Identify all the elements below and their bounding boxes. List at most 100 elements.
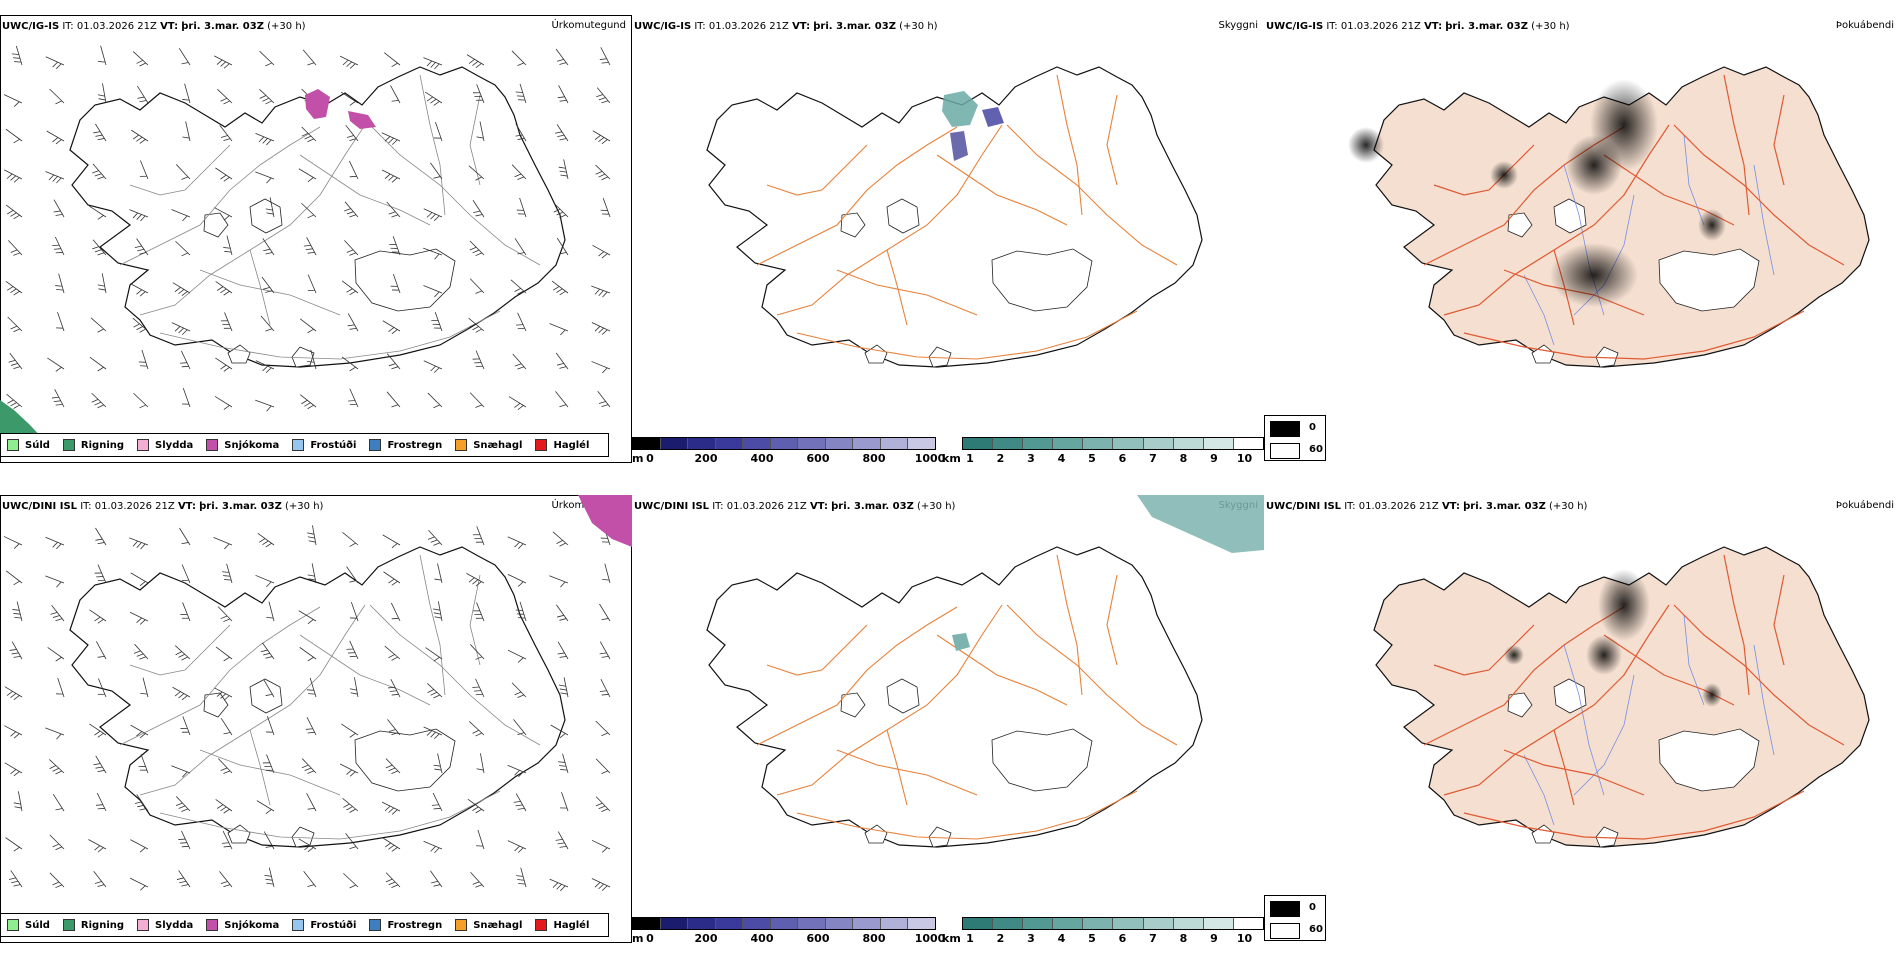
wind-barb-flag	[266, 543, 272, 547]
colorbar-segment	[826, 438, 854, 449]
wind-barb-shaft	[383, 535, 400, 545]
wind-barb-flag	[12, 54, 19, 55]
wind-barb-shaft	[549, 576, 568, 583]
wind-barb-flag	[10, 769, 16, 773]
colorbar-segment	[1144, 918, 1174, 929]
legend-swatch	[535, 919, 547, 931]
wind-barb-flag	[98, 808, 105, 809]
wind-barb-flag	[307, 885, 314, 887]
fog-map	[1264, 495, 1900, 965]
wind-barb-flag	[599, 98, 606, 100]
wind-barb-flag	[50, 612, 57, 614]
visibility-tick-label: 10	[1237, 452, 1252, 465]
visibility-tick-label: 7	[1149, 452, 1157, 465]
wind-barb-flag	[13, 885, 20, 887]
visibility-tick-label: 5	[1088, 452, 1096, 465]
wind-barb-flag	[137, 805, 144, 807]
iceland-map	[707, 547, 1202, 847]
wind-barb-flag	[9, 360, 16, 362]
wind-barb-flag	[559, 367, 566, 369]
wind-barb-flag	[220, 365, 226, 369]
wind-barb-flag	[308, 575, 315, 576]
wind-barb-flag	[308, 694, 315, 695]
wind-barb-flag	[52, 245, 59, 246]
wind-barb-flag	[385, 843, 391, 847]
wind-barb-flag	[54, 249, 61, 250]
wind-barb-flag	[55, 847, 61, 850]
wind-barb-flag	[52, 397, 59, 398]
wind-barb-flag	[560, 582, 565, 587]
wind-barb-flag	[559, 167, 566, 168]
height-colorbar	[632, 437, 936, 450]
legend-item: Rigning	[63, 919, 124, 931]
wind-barb-shaft	[6, 838, 22, 849]
fog-legend-label: 0	[1309, 422, 1316, 433]
wind-barb-flag	[596, 803, 602, 806]
colorbar-segment	[1204, 438, 1234, 449]
legend-label: Slydda	[155, 440, 193, 451]
wind-barb-flag	[12, 609, 19, 610]
wind-barb-flag	[140, 581, 145, 585]
legend-swatch	[137, 439, 149, 451]
fog-shading	[1702, 683, 1722, 707]
wind-barb-shaft	[508, 841, 526, 849]
legend-item: Frostregn	[369, 439, 442, 451]
wind-barb-flag	[599, 401, 606, 403]
wind-barb-flag	[553, 286, 559, 290]
wind-barb-shaft	[428, 530, 442, 545]
wind-barb-flag	[14, 102, 19, 107]
height-unit: m	[632, 452, 643, 465]
wind-barb-flag	[55, 619, 62, 621]
legend-label: Frostregn	[387, 920, 442, 931]
legend-label: Snjókoma	[224, 920, 279, 931]
colorbar-segment	[1234, 918, 1263, 929]
wind-barb-flag	[515, 542, 520, 547]
wind-barb-flag	[350, 543, 356, 546]
wind-barb-flag	[265, 63, 271, 66]
wind-barb-flag	[98, 848, 103, 853]
legend-label: Súld	[25, 920, 50, 931]
wind-barb-flag	[14, 405, 20, 408]
wind-barb-shaft	[304, 871, 316, 887]
wind-barb-flag	[98, 95, 105, 96]
wind-barb-flag	[265, 879, 272, 880]
wind-barb-flag	[560, 138, 567, 139]
colorbar-segment	[798, 438, 826, 449]
wind-barb-flag	[99, 99, 106, 100]
legend-swatch	[292, 919, 304, 931]
visibility-panel: UWC/IG-IS IT: 01.03.2026 21Z VT: þri. 3.…	[632, 15, 1264, 485]
height-tick-label: 1000	[915, 452, 946, 465]
legend-swatch	[292, 439, 304, 451]
colorbar-segment	[993, 918, 1023, 929]
wind-barb-flag	[224, 64, 229, 69]
wind-barb-flag	[57, 734, 62, 739]
fog-legend-label: 0	[1309, 902, 1316, 913]
wind-barb-flag	[52, 138, 57, 142]
wind-barb-flag	[223, 576, 230, 577]
snow-area	[578, 495, 632, 547]
wind-barb-flag	[56, 771, 62, 774]
wind-barb-flag	[137, 97, 144, 98]
wind-barb-flag	[347, 62, 352, 67]
wind-barb-flag	[392, 618, 399, 619]
legend-label: Snæhagl	[473, 440, 522, 451]
colorbar-segment	[1234, 438, 1263, 449]
legend-swatch	[369, 919, 381, 931]
wind-barb-flag	[140, 329, 146, 332]
wind-barb-flag	[13, 253, 19, 256]
wind-barb-shaft	[6, 281, 22, 293]
height-tick-label: 400	[751, 452, 774, 465]
wind-barb-flag	[560, 100, 567, 101]
legend-label: Frostregn	[387, 440, 442, 451]
colorbar-segment	[716, 918, 744, 929]
wind-barb-flag	[559, 63, 566, 65]
wind-barb-flag	[98, 367, 104, 371]
wind-barb-flag	[55, 885, 61, 888]
wind-barb-flag	[13, 329, 19, 332]
legend-swatch	[137, 919, 149, 931]
visibility-tick-label: 9	[1210, 452, 1218, 465]
wind-barb-flag	[11, 326, 17, 329]
wind-barb-flag	[262, 541, 268, 545]
wind-barb-flag	[433, 543, 440, 546]
